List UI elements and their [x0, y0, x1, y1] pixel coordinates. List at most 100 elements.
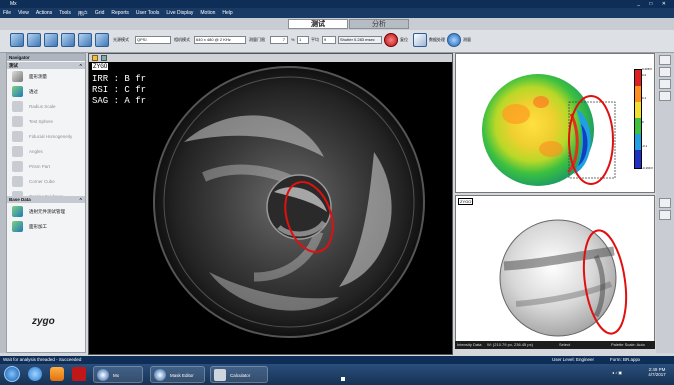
corner-cube-icon [12, 176, 23, 187]
status-bar: Wait for analysis threaded - Succeeded U… [0, 356, 674, 364]
save-data-icon[interactable] [44, 33, 58, 47]
start-button-icon[interactable] [4, 366, 20, 382]
form-name: Form: BR.appx [610, 357, 641, 362]
reset-button[interactable]: 复位 [400, 37, 408, 42]
taskbar-app-label: Mask Editor [170, 373, 194, 378]
sidebar-item-transmit-manage[interactable]: 透射元件测试管理 [9, 205, 85, 218]
window-controls[interactable]: _ □ ✕ [637, 1, 670, 7]
load-data-icon[interactable] [61, 33, 75, 47]
prism-icon [12, 161, 23, 172]
camera-mode-select[interactable]: 640 x 480 @ 2 KHz [194, 36, 246, 44]
sidebar-item-corner-cube[interactable]: Corner Cube [9, 175, 85, 188]
tab-test[interactable]: 测试 [288, 19, 348, 29]
percent-input[interactable]: 1 [297, 36, 309, 44]
menu-file[interactable]: File [3, 10, 12, 16]
sidebar-item-label: Corner Cube [29, 179, 55, 184]
taskbar-app-mx[interactable]: Mx [93, 366, 143, 383]
menu-user[interactable]: 用户 [77, 10, 88, 17]
fringe-image [153, 66, 425, 338]
sidebar-item-label: Fiducial Homogeneity [29, 134, 73, 139]
tool-button-2[interactable] [659, 67, 671, 77]
scale-tick-min: -0.199 fr [642, 166, 654, 170]
intensity-annotation-ellipse [582, 229, 628, 335]
folder-icon[interactable] [92, 55, 98, 61]
sidebar-item-test-sphere[interactable]: Test Sphere [9, 115, 85, 128]
menu-tools[interactable]: Tools [59, 10, 71, 16]
sidebar-item-label: Prism Part [29, 164, 51, 169]
save-icon[interactable] [27, 33, 41, 47]
section-base-data-header[interactable]: Base Data ^ [7, 196, 85, 203]
grid-icon[interactable] [101, 55, 107, 61]
sidebar-item-surface-process[interactable]: 面形加工 [9, 220, 85, 233]
sidebar-item-prism[interactable]: Prism Part [9, 160, 85, 173]
scale-tick-max: 0.208 fr [642, 67, 653, 71]
tool-button-1[interactable] [659, 55, 671, 65]
print-icon[interactable] [78, 33, 92, 47]
process-icon[interactable] [413, 33, 427, 47]
intensity-plot [499, 219, 628, 337]
tray-icons[interactable]: ◂ ♪ ▣ [612, 370, 623, 375]
menu-motion[interactable]: Motion [200, 10, 216, 16]
light-mode-select[interactable]: QPSI [135, 36, 171, 44]
media-player-icon[interactable] [50, 367, 64, 381]
menu-view[interactable]: View [18, 10, 29, 16]
select-mode[interactable]: Select [559, 342, 571, 347]
intensity-status-label: Intensity Data [457, 342, 482, 347]
menu-user-tools[interactable]: User Tools [135, 10, 160, 16]
measure-icon[interactable] [447, 33, 461, 47]
taskbar-app-calculator[interactable]: Calculator [210, 366, 268, 383]
threshold-input[interactable]: 7 [270, 36, 288, 44]
menu-actions[interactable]: Actions [35, 10, 53, 16]
collapse-icon[interactable]: ^ [79, 63, 82, 68]
pdf-reader-icon[interactable] [72, 367, 86, 381]
menu-help[interactable]: Help [222, 10, 233, 16]
process-button[interactable]: 数据处理 [429, 37, 445, 42]
sidebar-item-angles[interactable]: Angles [9, 145, 85, 158]
light-mode-label: 光源模式 [113, 37, 129, 42]
reset-icon[interactable] [384, 33, 398, 47]
clock[interactable]: 2:49 PM 4/7/2017 [643, 367, 671, 377]
menu-grid[interactable]: Grid [94, 10, 105, 16]
sidebar-item-label: 透射元件测试管理 [29, 209, 65, 214]
intensity-panel[interactable]: ZYGO [455, 195, 655, 345]
collapse-icon[interactable]: ^ [79, 197, 82, 202]
calculator-icon [214, 369, 226, 381]
average-input[interactable]: 9 [322, 36, 336, 44]
zygo-logo: zygo [32, 316, 55, 327]
status-message: Wait for analysis threaded - Succeeded [3, 357, 82, 362]
tool-button-6[interactable] [659, 210, 671, 220]
settings-icon[interactable] [95, 33, 109, 47]
sidebar-item-radius-scale[interactable]: Radius Scale [9, 100, 85, 113]
live-camera-view[interactable]: ZYGO IRR : B fr RSI : C fr SAG : A fr [88, 53, 453, 355]
zygo-badge: ZYGO [92, 63, 109, 70]
browser-icon[interactable] [28, 367, 42, 381]
view-header-bar [89, 54, 452, 62]
taskbar-app-mask-editor[interactable]: Mask Editor [150, 366, 205, 383]
surface-map-panel[interactable]: ZYGO PV 0.407fr RMS 0.045fr 0 [455, 53, 655, 193]
sidebar-item-homogeneity[interactable]: Fiducial Homogeneity [9, 130, 85, 143]
tab-analysis[interactable]: 分析 [349, 19, 409, 29]
camera-mode-label: 相机模式 [174, 37, 190, 42]
homogeneity-icon [12, 131, 23, 142]
toolbar: 光源模式 QPSI 相机模式 640 x 480 @ 2 KHz 测量门限 7 … [0, 30, 674, 53]
sidebar-item-transmission[interactable]: 透过 [9, 85, 85, 98]
open-icon[interactable] [10, 33, 24, 47]
sidebar-item-label: Test Sphere [29, 119, 54, 124]
tool-button-4[interactable] [659, 91, 671, 101]
measure-button[interactable]: 测量 [463, 37, 471, 42]
show-desktop-marker[interactable] [341, 377, 345, 381]
tool-button-3[interactable] [659, 79, 671, 89]
sidebar-item-surface[interactable]: 面形测量 [9, 70, 85, 83]
menu-reports[interactable]: Reports [111, 10, 129, 16]
user-level: User Level: Engineer [552, 357, 595, 362]
taskbar: Mx Mask Editor Calculator ◂ ♪ ▣ 2:49 PM … [0, 364, 674, 385]
annotation-ellipse [284, 181, 334, 253]
transmit-manage-icon [12, 206, 23, 217]
section-test-header[interactable]: 测试 ^ [7, 62, 85, 69]
sag-readout: SAG : A fr [92, 96, 147, 106]
tool-button-5[interactable] [659, 198, 671, 208]
average-label: 平均 [311, 37, 319, 42]
palette-scale-readout: Palette Scale: Auto [611, 342, 645, 347]
menu-live-display[interactable]: Live Display [166, 10, 194, 16]
surface-annotation-ellipse [568, 95, 614, 185]
